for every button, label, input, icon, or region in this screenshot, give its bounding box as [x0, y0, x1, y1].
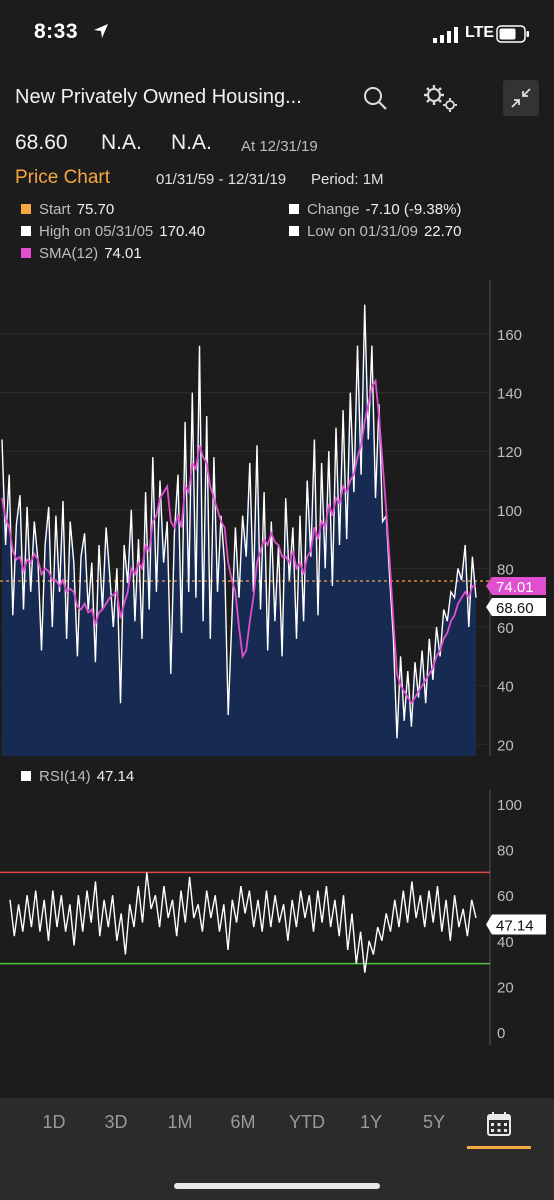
- settings-gears-icon[interactable]: [421, 82, 459, 114]
- rsi-chart[interactable]: 100 80 60 40 20 0 47.14: [0, 790, 554, 1050]
- sma-swatch: [21, 248, 31, 258]
- price-tag-bg: [486, 597, 546, 616]
- last-price: 68.60: [15, 131, 68, 154]
- home-indicator: [174, 1183, 380, 1189]
- rsi-y-tick-label: 20: [497, 979, 514, 996]
- calendar-icon[interactable]: [487, 1112, 511, 1136]
- y-tick-label: 20: [497, 737, 514, 754]
- tab-5y[interactable]: 5Y: [422, 1112, 446, 1132]
- sma-tag-label: 74.01: [496, 579, 534, 596]
- rsi-tag-label: 47.14: [496, 918, 534, 935]
- rsi-legend: RSI(14) 47.14: [21, 768, 134, 785]
- sma-tag-bg: [486, 576, 546, 595]
- network-type: LTE: [465, 24, 495, 41]
- rsi-y-tick-label: 60: [497, 888, 514, 905]
- rsi-line: [9, 872, 477, 973]
- tab-ytd[interactable]: YTD: [289, 1112, 325, 1132]
- price-chart-label[interactable]: Price Chart: [15, 167, 111, 188]
- cellular-signal-icon: [433, 27, 458, 43]
- rsi-y-tick-label: 40: [497, 934, 514, 951]
- rsi-y-tick-label: 100: [497, 797, 522, 814]
- price-chart[interactable]: 160 140 120 100 80 60 40 20 74.01 68.60: [0, 280, 554, 760]
- as-of-date: At 12/31/19: [241, 138, 318, 155]
- sma-last-tag: 74.01: [486, 576, 546, 596]
- y-tick-label: 160: [497, 327, 522, 344]
- price-chart-header: Price Chart 01/31/59 - 12/31/19 Period: …: [15, 167, 545, 193]
- battery-icon: [496, 25, 529, 43]
- legend-change: Change -7.10 (-9.38%): [289, 201, 461, 218]
- y-tick-label: 140: [497, 386, 522, 403]
- collapse-icon: [511, 88, 531, 108]
- tab-3d[interactable]: 3D: [104, 1112, 128, 1132]
- rsi-y-tick-label: 80: [497, 843, 514, 860]
- rsi-last-tag: 47.14: [486, 914, 546, 935]
- period[interactable]: Period: 1M: [311, 171, 384, 188]
- legend-high: High on 05/31/05 170.40: [21, 223, 205, 240]
- rsi-tag-bg: [486, 914, 546, 935]
- price-area: [2, 304, 476, 756]
- legend-start: Start 75.70: [21, 201, 114, 218]
- price-last-tag: 68.60: [486, 597, 546, 617]
- tab-6m[interactable]: 6M: [230, 1112, 256, 1132]
- y-tick-label: 100: [497, 503, 522, 520]
- net-change: N.A.: [101, 131, 142, 154]
- active-tab-indicator: [467, 1146, 531, 1149]
- sma-line: [1, 378, 476, 705]
- price-line: [1, 304, 477, 739]
- low-swatch: [289, 226, 299, 236]
- y-tick-label: 120: [497, 444, 522, 461]
- legend-low: Low on 01/31/09 22.70: [289, 223, 461, 240]
- price-tag-label: 68.60: [496, 600, 534, 617]
- search-icon[interactable]: [362, 85, 388, 111]
- security-title: New Privately Owned Housing...: [15, 86, 302, 108]
- tab-1y[interactable]: 1Y: [359, 1112, 383, 1132]
- rsi-swatch: [21, 771, 31, 781]
- y-tick-label: 80: [497, 561, 514, 578]
- collapse-button[interactable]: [503, 80, 539, 116]
- status-bar: 8:33 LTE: [0, 0, 554, 70]
- y-tick-label: 60: [497, 620, 514, 637]
- rsi-y-tick-label: 0: [497, 1025, 505, 1042]
- y-tick-label: 40: [497, 679, 514, 696]
- location-arrow-icon: [94, 24, 108, 38]
- high-swatch: [21, 226, 31, 236]
- tab-1d[interactable]: 1D: [42, 1112, 66, 1132]
- quote-row: 68.60 N.A. N.A. At 12/31/19: [15, 131, 545, 161]
- tab-1m[interactable]: 1M: [167, 1112, 193, 1132]
- percent-change: N.A.: [171, 131, 212, 154]
- status-time: 8:33: [34, 20, 79, 43]
- start-swatch: [21, 204, 31, 214]
- change-swatch: [289, 204, 299, 214]
- date-range[interactable]: 01/31/59 - 12/31/19: [156, 171, 287, 188]
- legend-sma: SMA(12) 74.01: [21, 245, 142, 262]
